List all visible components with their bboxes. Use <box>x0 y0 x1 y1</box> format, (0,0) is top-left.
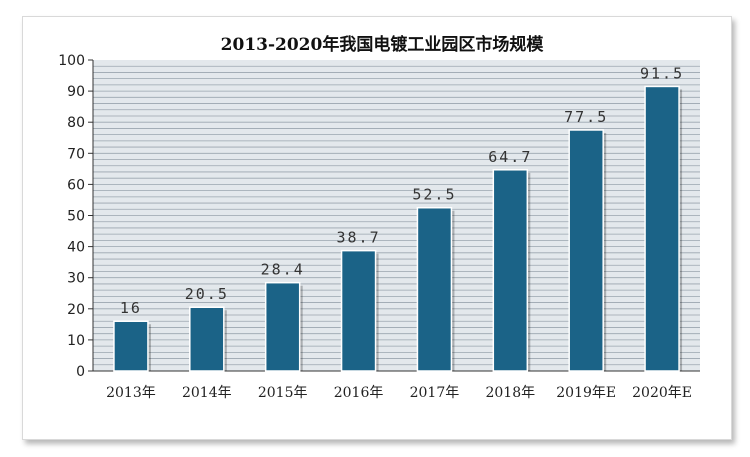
y-tick-label: 60 <box>67 177 85 193</box>
x-tick-label: 2020年E <box>632 385 692 401</box>
bar <box>113 320 149 372</box>
data-label: 20.5 <box>185 285 229 303</box>
bar <box>340 249 377 372</box>
x-tick-label: 2016年 <box>334 385 384 401</box>
data-label: 28.4 <box>261 261 305 279</box>
x-tick-label: 2013年 <box>106 385 156 401</box>
data-label: 64.7 <box>488 148 532 166</box>
y-tick-label: 0 <box>76 364 85 380</box>
bar <box>264 281 301 372</box>
y-tick-label: 10 <box>67 333 85 349</box>
x-tick-label: 2014年 <box>182 385 232 401</box>
x-tick-label: 2018年 <box>485 385 535 401</box>
y-tick-label: 70 <box>67 146 85 162</box>
bar <box>416 206 453 372</box>
y-tick-label: 100 <box>58 53 85 69</box>
x-tick-label: 2017年 <box>410 385 460 401</box>
data-label: 52.5 <box>412 186 456 204</box>
y-tick-label: 20 <box>67 302 85 318</box>
y-tick-label: 90 <box>67 84 85 100</box>
bar <box>568 129 604 372</box>
y-tick-label: 30 <box>67 271 85 287</box>
y-tick-label: 40 <box>67 240 85 256</box>
bar <box>492 169 529 372</box>
y-tick-label: 50 <box>67 209 85 225</box>
bar <box>189 306 225 372</box>
x-tick-label: 2015年 <box>258 385 308 401</box>
data-label: 91.5 <box>640 64 684 82</box>
x-tick-label: 2019年E <box>556 385 616 401</box>
data-label: 16 <box>120 299 142 317</box>
data-label: 38.7 <box>337 229 381 247</box>
y-tick-label: 80 <box>67 115 85 131</box>
bar <box>644 85 680 372</box>
chart-title: 2013-2020年我国电镀工业园区市场规模 <box>221 34 545 55</box>
data-label: 77.5 <box>564 108 608 126</box>
